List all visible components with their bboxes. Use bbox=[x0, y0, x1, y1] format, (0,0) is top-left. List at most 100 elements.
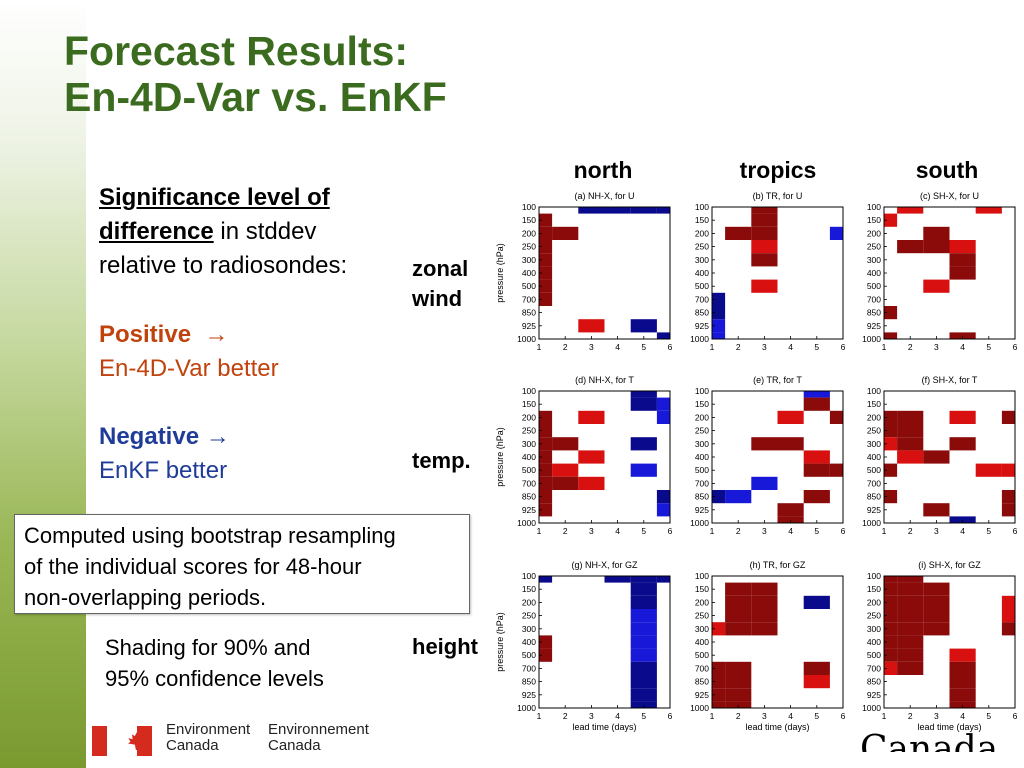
x-tick-label: 2 bbox=[563, 526, 568, 536]
heatmap-cell bbox=[949, 437, 976, 451]
x-tick-label: 4 bbox=[788, 526, 793, 536]
y-tick-label: 250 bbox=[867, 611, 881, 621]
y-tick-label: 200 bbox=[522, 597, 536, 607]
row-label-wind: wind bbox=[412, 286, 463, 311]
x-tick-label: 3 bbox=[589, 711, 594, 721]
x-tick-label: 6 bbox=[1013, 342, 1018, 352]
x-tick-label: 6 bbox=[668, 526, 673, 536]
heatmap-cell bbox=[539, 266, 553, 280]
panel-title: (b) TR, for U bbox=[753, 191, 803, 201]
x-tick-label: 2 bbox=[908, 342, 913, 352]
canada-wordmark: Canada bbox=[860, 729, 999, 752]
heatmap-cell bbox=[712, 622, 726, 636]
heatmap-cell bbox=[578, 476, 605, 490]
y-tick-label: 100 bbox=[695, 386, 709, 396]
y-tick-label: 850 bbox=[522, 308, 536, 318]
heatmap-cell bbox=[656, 332, 670, 339]
heatmap-cell bbox=[1001, 410, 1015, 424]
heatmap-cell bbox=[751, 253, 778, 267]
heatmap-cell bbox=[897, 609, 924, 623]
y-tick-label: 925 bbox=[522, 321, 536, 331]
heatmap-cell bbox=[884, 595, 898, 609]
positive-desc: En-4D-Var better bbox=[99, 355, 279, 382]
y-tick-label: 850 bbox=[695, 492, 709, 502]
shading-line-2: 95% confidence levels bbox=[105, 666, 324, 691]
heatmap-cell bbox=[539, 279, 553, 293]
heatmap-cell bbox=[949, 332, 976, 339]
y-tick-label: 700 bbox=[867, 478, 881, 488]
y-tick-label: 850 bbox=[695, 677, 709, 687]
heatmap-cell bbox=[1001, 490, 1015, 504]
heatmap-cell bbox=[725, 661, 752, 675]
heatmap-cell bbox=[656, 490, 670, 504]
heatmap-cell bbox=[884, 635, 898, 649]
heatmap-cell bbox=[923, 450, 950, 464]
heatmap-cell bbox=[923, 609, 950, 623]
heatmap-cell bbox=[1001, 622, 1015, 636]
y-tick-label: 400 bbox=[867, 268, 881, 278]
heatmap-cell bbox=[949, 648, 976, 662]
heatmap-cell bbox=[539, 253, 553, 267]
heatmap-cell bbox=[712, 292, 726, 306]
negative-legend: Negative → EnKF better bbox=[99, 420, 230, 488]
y-tick-label: 250 bbox=[522, 426, 536, 436]
note-line-2: of the individual scores for 48-hour bbox=[24, 554, 362, 579]
y-tick-label: 925 bbox=[695, 321, 709, 331]
note-line-1: Computed using bootstrap resampling bbox=[24, 523, 396, 548]
column-header-north: north bbox=[573, 157, 633, 183]
y-tick-label: 850 bbox=[522, 492, 536, 502]
sig-rest-2: relative to radiosondes: bbox=[99, 252, 348, 279]
column-header-south: south bbox=[915, 157, 979, 183]
y-tick-label: 400 bbox=[522, 452, 536, 462]
heatmap-cell bbox=[578, 207, 605, 214]
heatmap-cell bbox=[712, 675, 726, 689]
dept-name-fr: Environnement Canada bbox=[268, 721, 369, 754]
heatmap-cell bbox=[751, 622, 778, 636]
heatmap-cell bbox=[803, 463, 830, 477]
y-tick-label: 700 bbox=[522, 663, 536, 673]
y-tick-label: 500 bbox=[867, 650, 881, 660]
y-tick-label: 150 bbox=[522, 399, 536, 409]
page-title: Forecast Results: En-4D-Var vs. EnKF bbox=[64, 28, 447, 120]
heatmap-cell bbox=[725, 609, 752, 623]
y-tick-label: 700 bbox=[695, 663, 709, 673]
heatmap-cell bbox=[897, 437, 924, 451]
x-tick-label: 6 bbox=[841, 526, 846, 536]
x-tick-label: 1 bbox=[710, 711, 715, 721]
x-tick-label: 5 bbox=[986, 526, 991, 536]
y-tick-label: 500 bbox=[867, 465, 881, 475]
x-tick-label: 6 bbox=[1013, 711, 1018, 721]
heatmap-cell bbox=[884, 648, 898, 662]
heatmap-cell bbox=[725, 675, 752, 689]
heatmap-cell bbox=[884, 306, 898, 320]
heatmap-cell bbox=[949, 688, 976, 702]
heatmap-cell bbox=[630, 701, 657, 708]
y-tick-label: 700 bbox=[695, 478, 709, 488]
y-tick-label: 150 bbox=[522, 584, 536, 594]
heatmap-cell bbox=[829, 226, 843, 240]
y-tick-label: 150 bbox=[695, 215, 709, 225]
y-tick-label: 100 bbox=[522, 202, 536, 212]
x-axis-label: lead time (days) bbox=[745, 722, 809, 732]
heatmap-cell bbox=[712, 661, 726, 675]
heatmap-cell bbox=[630, 463, 657, 477]
y-tick-label: 500 bbox=[522, 650, 536, 660]
row-label-zonal: zonal bbox=[412, 256, 469, 281]
heatmap-cell bbox=[803, 450, 830, 464]
x-tick-label: 3 bbox=[934, 711, 939, 721]
y-tick-label: 150 bbox=[867, 215, 881, 225]
heatmap-cell bbox=[803, 675, 830, 689]
heatmap-cell bbox=[539, 463, 553, 477]
heatmap-cell bbox=[751, 476, 778, 490]
positive-label: Positive bbox=[99, 321, 192, 348]
heatmap-cell bbox=[897, 424, 924, 438]
y-tick-label: 700 bbox=[867, 294, 881, 304]
y-tick-label: 925 bbox=[695, 505, 709, 515]
panel-title: (g) NH-X, for GZ bbox=[571, 560, 638, 570]
heatmap-cell bbox=[539, 576, 553, 583]
y-tick-label: 250 bbox=[522, 242, 536, 252]
x-tick-label: 6 bbox=[841, 342, 846, 352]
x-axis-label: lead time (days) bbox=[917, 722, 981, 732]
x-tick-label: 4 bbox=[788, 342, 793, 352]
y-tick-label: 400 bbox=[522, 268, 536, 278]
